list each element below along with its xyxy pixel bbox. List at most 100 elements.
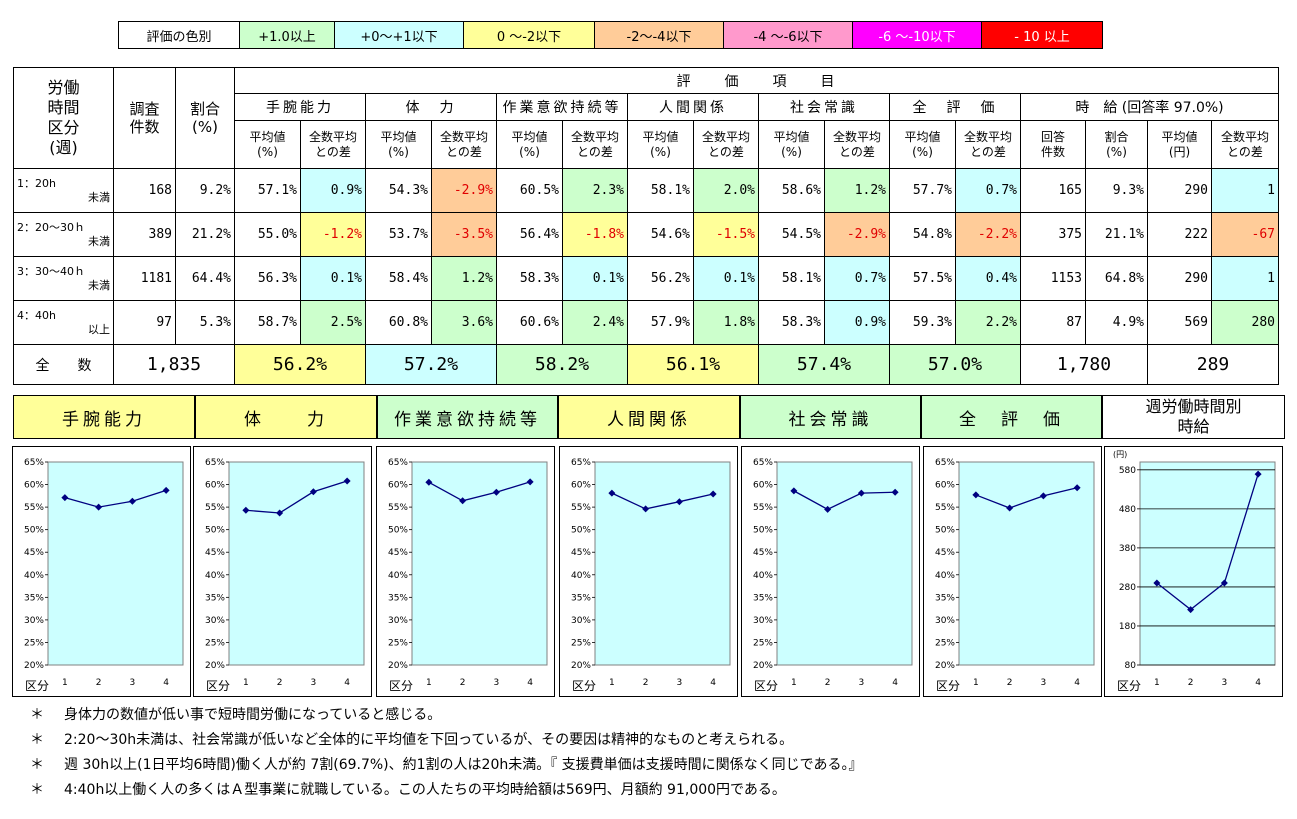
series-line xyxy=(793,490,896,511)
avg-cell: 58.3% xyxy=(496,256,563,301)
y-tick-label: 45% xyxy=(571,548,591,558)
x-axis-prefix: 区分 xyxy=(389,679,413,693)
total-label: 全 数 xyxy=(13,344,114,385)
x-tick-label: 1 xyxy=(243,678,249,688)
count-cell: 389 xyxy=(113,212,176,257)
series-line xyxy=(245,480,348,514)
x-tick-label: 1 xyxy=(1154,678,1160,688)
diff-cell: -1.2% xyxy=(300,212,366,257)
diff-cell: 2.3% xyxy=(562,168,628,213)
chart-svg: 80 180 280 380 480 580 (円) 区分 1 2 3 4 xyxy=(1113,450,1276,693)
y-tick-label: 30% xyxy=(388,616,408,626)
diff-cell: -1.8% xyxy=(562,212,628,257)
diff-cell: 2.5% xyxy=(300,300,366,345)
x-tick-label: 2 xyxy=(96,678,102,688)
x-tick-label: 2 xyxy=(277,678,283,688)
legend-item: +1.0以上 xyxy=(239,21,335,49)
category-header: 体 力 xyxy=(365,93,497,121)
data-point xyxy=(1187,606,1195,614)
plot-area xyxy=(776,461,913,666)
y-tick-label: 40% xyxy=(205,571,225,581)
legend-item: -4 ～-6以下 xyxy=(723,21,853,49)
row-label-line1: 1：20h xyxy=(17,176,56,190)
note-marker: ＊ xyxy=(30,707,44,723)
y-tick-label: 480 xyxy=(1119,505,1136,515)
y-tick-label: 30% xyxy=(571,616,591,626)
data-point xyxy=(790,487,798,495)
data-point xyxy=(492,488,500,496)
y-tick-label: 35% xyxy=(571,593,591,603)
y-tick-label: 35% xyxy=(388,593,408,603)
series-line xyxy=(64,489,167,508)
avg-cell: 60.5% xyxy=(496,168,563,213)
avg-cell: 60.6% xyxy=(496,300,563,345)
y-tick-label: 45% xyxy=(753,548,773,558)
resp-ratio-cell: 9.3% xyxy=(1085,168,1148,213)
x-tick-label: 4 xyxy=(344,678,350,688)
chart-svg: 20% 25% 30% 35% 40% 45% 50% 55% 60% 65% 区分 1 2 3 4 xyxy=(24,458,184,693)
table-row: 3：30～40ｈ 未満 1181 64.4% 56.3% 0.1% 58.4% 1.2% 58.… xyxy=(13,256,1279,301)
chart-svg: 20% 25% 30% 35% 40% 45% 50% 55% 60% 65% 区分 1 2 3 4 xyxy=(571,458,731,693)
diff-cell: 1.2% xyxy=(824,168,890,213)
sub-header-avg: 平均値 (%) xyxy=(627,120,694,169)
sub-header-avg: 平均値 (%) xyxy=(365,120,432,169)
resp-ratio-cell: 21.1% xyxy=(1085,212,1148,257)
data-point xyxy=(857,489,865,497)
avg-cell: 60.8% xyxy=(365,300,432,345)
y-tick-label: 55% xyxy=(24,503,44,513)
diff-cell: 2.2% xyxy=(955,300,1021,345)
color-legend: 評価の色別 +1.0以上 +0～+1以下 0 ～-2以下 -2～-4以下 -4 ～-6以下… xyxy=(118,21,1103,49)
plot-area xyxy=(1139,461,1276,666)
total-eval: 57.2% xyxy=(365,344,497,385)
line-chart: 80 180 280 380 480 580 (円) 区分 1 2 3 4 xyxy=(1104,446,1283,697)
y-tick-label: 40% xyxy=(24,571,44,581)
y-tick-label: 50% xyxy=(388,526,408,536)
y-tick-label: 60% xyxy=(205,481,225,491)
y-tick-label: 55% xyxy=(935,503,955,513)
header-worktime: 労働 時間 区分 (週) xyxy=(13,67,114,169)
avg-cell: 57.5% xyxy=(889,256,956,301)
chart-svg: 20% 25% 30% 35% 40% 45% 50% 55% 60% 65% 区分 1 2 3 4 xyxy=(935,458,1095,693)
diff-cell: 0.9% xyxy=(300,168,366,213)
avg-cell: 54.8% xyxy=(889,212,956,257)
row-label-line1: 2：20～30ｈ xyxy=(17,220,85,234)
x-tick-label: 1 xyxy=(609,678,615,688)
wage-cell: 222 xyxy=(1147,212,1212,257)
row-label-line2: 未満 xyxy=(88,278,110,292)
legend-item: - 10 以上 xyxy=(981,21,1103,49)
sub-header-diff: 全数平均 との差 xyxy=(693,120,759,169)
y-tick-label: 65% xyxy=(205,458,225,468)
data-point xyxy=(1006,504,1014,512)
y-tick-label: 65% xyxy=(753,458,773,468)
category-header: 人間関係 xyxy=(627,93,759,121)
y-tick-label: 65% xyxy=(388,458,408,468)
row-label-line1: 3：30～40ｈ xyxy=(17,264,85,278)
y-tick-label: 25% xyxy=(24,638,44,648)
total-wage: 289 xyxy=(1147,344,1279,385)
diff-cell: 1.8% xyxy=(693,300,759,345)
data-point xyxy=(642,505,650,513)
ratio-cell: 5.3% xyxy=(175,300,235,345)
x-axis-prefix: 区分 xyxy=(1117,679,1141,693)
y-tick-label: 35% xyxy=(753,593,773,603)
y-tick-label: 30% xyxy=(24,616,44,626)
sub-header-diff: 全数平均 との差 xyxy=(300,120,366,169)
total-eval: 57.0% xyxy=(889,344,1021,385)
resp-ratio-cell: 4.9% xyxy=(1085,300,1148,345)
legend-title: 評価の色別 xyxy=(118,21,240,49)
note-item: ＊ 4:40h以上働く人の多くはＡ型事業に就職している。この人たちの平均時給額は5… xyxy=(30,779,786,799)
y-tick-label: 30% xyxy=(935,616,955,626)
avg-cell: 54.6% xyxy=(627,212,694,257)
line-chart: 20% 25% 30% 35% 40% 45% 50% 55% 60% 65% 区分 1 2 3 4 xyxy=(12,446,191,697)
total-row: 全 数 1,835 56.2% 57.2% 58.2% 56.1% 57.4% 57.0% 1,… xyxy=(13,344,1279,385)
plot-area xyxy=(47,461,184,666)
chart-header: 手腕能力 xyxy=(13,395,195,439)
data-point xyxy=(309,488,317,496)
x-axis-prefix: 区分 xyxy=(936,679,960,693)
diff-cell: 0.1% xyxy=(562,256,628,301)
table-row: 4：40h 以上 97 5.3% 58.7% 2.5% 60.8% 3.6% 60.6% 2.4%… xyxy=(13,300,1279,345)
y-tick-label: 55% xyxy=(753,503,773,513)
y-tick-label: 65% xyxy=(935,458,955,468)
x-tick-label: 4 xyxy=(710,678,716,688)
sub-header-sub-wage-avg: 平均値 (円) xyxy=(1147,120,1212,169)
